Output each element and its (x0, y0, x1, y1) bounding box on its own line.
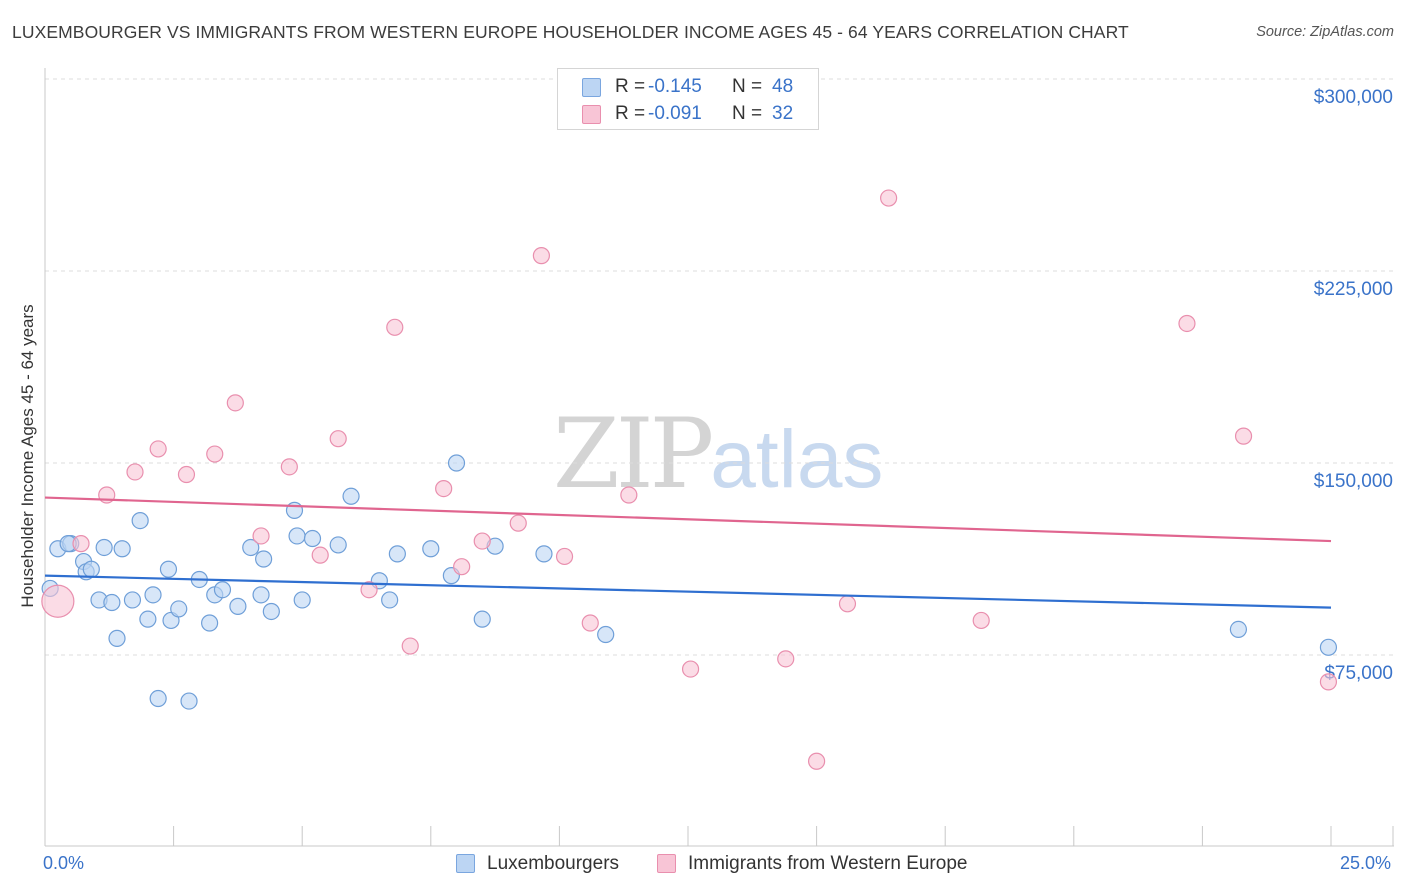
x-axis-min-label: 0.0% (43, 853, 85, 873)
immigrant-point (360, 581, 378, 599)
luxembourger-point (131, 511, 149, 530)
source-credit: Source: ZipAtlas.com (1256, 24, 1394, 40)
r-label: R = (615, 76, 646, 97)
luxembourger-point (159, 560, 178, 578)
immigrant-point (1178, 314, 1196, 333)
immigrants-legend-icon (657, 854, 676, 873)
y-tick-label: $75,000 (1324, 663, 1393, 684)
n-value: 48 (772, 76, 794, 97)
luxembourger-point (381, 591, 399, 609)
immigrant-point (509, 514, 527, 532)
legend-label: Immigrants from Western Europe (688, 853, 968, 874)
luxembourger-point (447, 454, 466, 472)
immigrant-point (620, 486, 638, 504)
immigrant-point (311, 546, 329, 564)
x-axis-max-label: 25.0% (1340, 853, 1392, 873)
luxembourger-point (329, 536, 347, 554)
luxembourger-point (293, 591, 311, 609)
immigrant-point (72, 535, 90, 553)
luxembourger-point (201, 614, 219, 632)
immigrant-point (386, 318, 404, 336)
stats-legend: R = -0.145 N = 48 R = -0.091 N = 32 (557, 68, 819, 130)
luxembourger-point (597, 625, 615, 644)
luxembourger-point (149, 689, 167, 708)
luxembourger-point (473, 610, 491, 628)
r-value: -0.145 (648, 76, 702, 97)
immigrant-point (681, 660, 700, 678)
luxembourger-point (144, 586, 162, 604)
immigrant-point (1234, 427, 1253, 445)
luxembourger-point (123, 591, 142, 609)
y-tick-label: $300,000 (1314, 87, 1393, 108)
luxembourger-point (213, 581, 232, 599)
luxembourger-point (82, 560, 100, 578)
immigrant-point (473, 532, 491, 550)
luxembourger-point (180, 692, 198, 710)
immigrant-point (581, 614, 599, 632)
chart-title: LUXEMBOURGER VS IMMIGRANTS FROM WESTERN … (12, 22, 1129, 42)
luxembourger-point (95, 538, 113, 557)
immigrant-point (1319, 673, 1338, 691)
r-label: R = (615, 103, 646, 124)
luxembourger-point (242, 538, 260, 557)
luxembourger-point (103, 593, 121, 612)
luxembourger-point (255, 550, 273, 568)
y-tick-label: $225,000 (1314, 279, 1393, 300)
luxembourger-point (252, 586, 270, 604)
immigrant-point (280, 458, 298, 476)
n-label: N = (732, 76, 763, 97)
immigrants-swatch-icon (582, 105, 601, 124)
immigrant-point (435, 480, 453, 498)
luxembourgers-legend-icon (456, 854, 475, 873)
luxembourger-point (108, 629, 126, 647)
luxembourger-point (288, 527, 306, 545)
luxembourger-point (170, 600, 188, 618)
immigrant-point (972, 611, 990, 630)
r-value: -0.091 (648, 103, 702, 124)
luxembourger-point (535, 545, 553, 563)
luxembourgers-swatch-icon (582, 78, 601, 97)
immigrant-point (453, 558, 471, 576)
luxembourger-point (113, 540, 131, 558)
immigrant-point (532, 247, 550, 265)
y-tick-label: $150,000 (1314, 471, 1393, 492)
immigrant-point (126, 463, 144, 481)
luxembourger-point (1319, 638, 1338, 656)
immigrant-point (177, 465, 196, 484)
n-value: 32 (772, 103, 794, 124)
luxembourger-point (303, 529, 322, 548)
immigrant-point (555, 547, 574, 566)
luxembourger-trend-line (44, 574, 1332, 609)
immigrant-point (226, 394, 244, 412)
luxembourger-point (1229, 620, 1248, 639)
luxembourger-point (262, 602, 280, 621)
luxembourger-point (422, 540, 440, 558)
immigrant-point (838, 595, 857, 613)
immigrant-point (880, 189, 898, 207)
luxembourger-point (139, 610, 157, 628)
legend-label: Luxembourgers (487, 853, 620, 874)
immigrant-point (41, 584, 75, 618)
luxembourger-point (388, 545, 406, 563)
luxembourger-point (229, 597, 247, 615)
immigrant-point (807, 752, 826, 770)
luxembourger-point (342, 487, 360, 505)
immigrant-trend-line (44, 496, 1332, 543)
immigrant-point (777, 650, 795, 668)
immigrant-point (252, 527, 270, 545)
immigrant-point (329, 430, 347, 448)
immigrant-point (401, 637, 419, 655)
immigrant-point (206, 445, 224, 463)
n-label: N = (732, 103, 763, 124)
y-axis-title: Householder Income Ages 45 - 64 years (18, 304, 37, 608)
immigrant-point (149, 440, 167, 458)
